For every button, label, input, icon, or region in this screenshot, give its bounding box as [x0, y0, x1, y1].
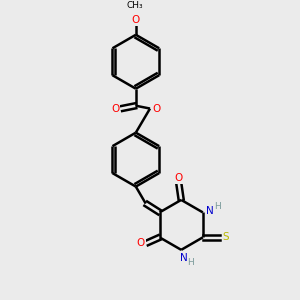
Text: H: H — [214, 202, 221, 211]
Text: O: O — [152, 103, 160, 114]
Text: O: O — [132, 15, 140, 25]
Text: N: N — [206, 206, 214, 216]
Text: O: O — [175, 173, 183, 183]
Text: O: O — [111, 103, 119, 114]
Text: O: O — [136, 238, 145, 248]
Text: H: H — [187, 258, 194, 267]
Text: N: N — [180, 253, 188, 263]
Text: S: S — [223, 232, 230, 242]
Text: CH₃: CH₃ — [126, 2, 143, 10]
